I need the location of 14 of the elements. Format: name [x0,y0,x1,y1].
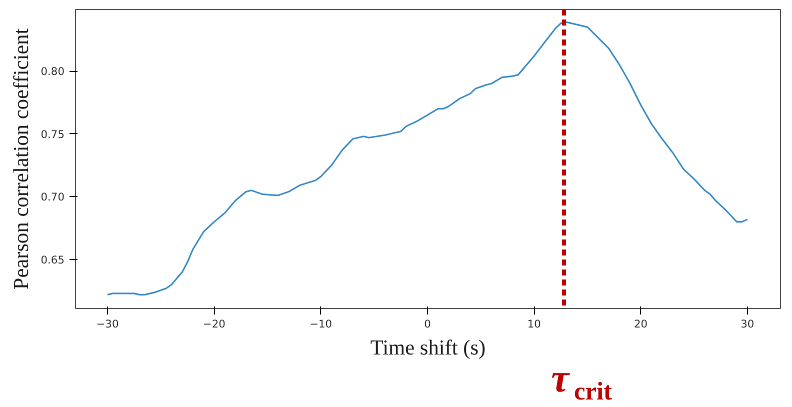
y-tick-label: 0.75 [40,128,65,141]
y-tick-label: 0.80 [40,65,65,78]
x-tick-label: 0 [424,318,432,330]
y-tick-label: 0.70 [40,190,65,204]
x-tick-label: −20 [202,318,226,330]
y-axis-title: Pearson correlation coefficient [8,28,33,290]
x-tick-label: 10 [527,318,542,330]
x-axis-title: Time shift (s) [370,336,486,360]
x-tick-label: −10 [310,318,332,330]
y-tick-label: 0.65 [40,254,65,267]
x-tick-label: 20 [634,318,648,330]
line-series [106,21,748,296]
x-tick-label: −30 [96,318,119,330]
x-tick-label: 30 [740,318,754,330]
